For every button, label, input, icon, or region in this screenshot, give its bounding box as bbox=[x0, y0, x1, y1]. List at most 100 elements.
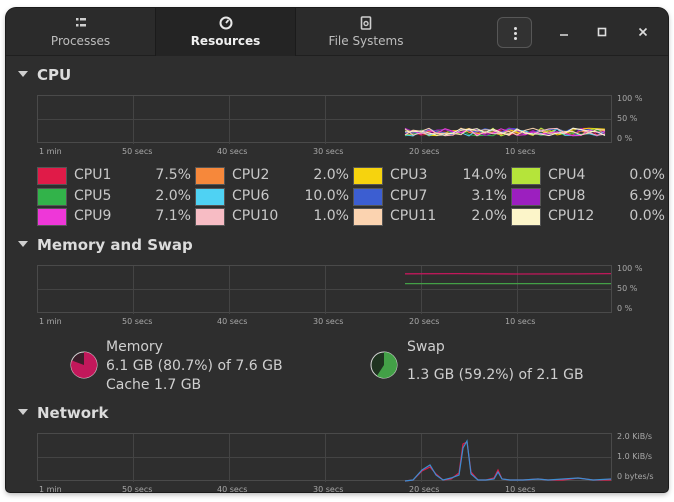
network-history-graph: 2.0 KiB/s 1.0 KiB/s 0 bytes/s 1 min 50 s… bbox=[37, 432, 654, 492]
tab-resources[interactable]: Resources bbox=[155, 8, 296, 56]
cpu-name: CPU7 bbox=[390, 188, 428, 204]
menu-icon bbox=[514, 27, 517, 30]
x-tick-label: 50 secs bbox=[122, 485, 153, 492]
x-tick-label: 10 secs bbox=[505, 147, 536, 156]
cpu-section-header[interactable]: CPU bbox=[18, 66, 71, 84]
cpu-legend-item-cpu9[interactable]: CPU9 7.1% bbox=[37, 208, 191, 226]
y-tick-label: 50 % bbox=[617, 114, 638, 123]
network-sending-line bbox=[404, 439, 612, 482]
cpu-legend-item-cpu6[interactable]: CPU6 10.0% bbox=[195, 188, 349, 206]
x-tick-label: 50 secs bbox=[122, 317, 153, 326]
swap-info: Swap 1.3 GB (59.2%) of 2.1 GB bbox=[407, 338, 584, 385]
cpu-usage-lines bbox=[404, 127, 606, 137]
processes-list-icon bbox=[75, 18, 86, 27]
minimize-icon[interactable] bbox=[553, 21, 575, 43]
cpu-line-cpu9 bbox=[404, 128, 606, 137]
cpu-color-swatch[interactable] bbox=[195, 188, 225, 206]
cpu-usage-value: 1.0% bbox=[313, 208, 349, 224]
tab-file-systems-label: File Systems bbox=[328, 34, 404, 48]
x-tick-label: 30 secs bbox=[313, 317, 344, 326]
x-tick-label: 40 secs bbox=[217, 485, 248, 492]
network-traffic-lines bbox=[404, 439, 612, 482]
expander-triangle-icon bbox=[18, 241, 28, 247]
swap-usage: 1.3 GB (59.2%) of 2.1 GB bbox=[407, 367, 584, 383]
cpu-color-swatch[interactable] bbox=[353, 167, 383, 185]
cpu-legend-item-cpu2[interactable]: CPU2 2.0% bbox=[195, 167, 349, 185]
cpu-color-swatch[interactable] bbox=[511, 208, 541, 226]
memory-label: Memory bbox=[106, 339, 163, 355]
cpu-name: CPU12 bbox=[548, 208, 595, 224]
resources-gauge-icon bbox=[219, 16, 232, 30]
x-tick-label: 1 min bbox=[39, 485, 62, 492]
cpu-legend-item-cpu8[interactable]: CPU8 6.9% bbox=[511, 188, 665, 206]
cpu-color-swatch[interactable] bbox=[37, 188, 67, 206]
file-systems-disk-icon bbox=[360, 16, 372, 30]
y-tick-label: 100 % bbox=[617, 264, 643, 273]
cpu-history-graph: 100 % 50 % 0 % 1 min 50 secs 40 secs 30 … bbox=[37, 94, 642, 156]
memory-pie-icon bbox=[70, 351, 98, 379]
cpu-line-cpu12 bbox=[405, 127, 606, 137]
network-section-title: Network bbox=[37, 404, 109, 422]
swap-label: Swap bbox=[407, 339, 445, 355]
cpu-color-swatch[interactable] bbox=[511, 188, 541, 206]
cpu-usage-value: 7.5% bbox=[155, 167, 191, 183]
x-tick-label: 20 secs bbox=[409, 147, 440, 156]
tab-resources-label: Resources bbox=[190, 34, 261, 48]
expander-triangle-icon bbox=[18, 71, 28, 77]
cpu-legend-item-cpu3[interactable]: CPU3 14.0% bbox=[353, 167, 507, 185]
cpu-color-swatch[interactable] bbox=[37, 167, 67, 185]
cpu-name: CPU6 bbox=[232, 188, 270, 204]
swap-pie-icon bbox=[370, 351, 398, 379]
cpu-legend-item-cpu10[interactable]: CPU10 1.0% bbox=[195, 208, 349, 226]
cpu-legend-item-cpu12[interactable]: CPU12 0.0% bbox=[511, 208, 665, 226]
cpu-name: CPU2 bbox=[232, 167, 270, 183]
cpu-color-swatch[interactable] bbox=[511, 167, 541, 185]
y-tick-label: 0 bytes/s bbox=[617, 472, 654, 481]
memory-usage-lines bbox=[404, 272, 612, 285]
cpu-color-swatch[interactable] bbox=[353, 208, 383, 226]
x-tick-label: 40 secs bbox=[217, 317, 248, 326]
tab-processes[interactable]: Processes bbox=[6, 8, 155, 56]
memory-history-graph: 100 % 50 % 0 % 1 min 50 secs 40 secs 30 … bbox=[37, 264, 642, 326]
cpu-usage-value: 6.9% bbox=[629, 188, 665, 204]
main-menu-button[interactable] bbox=[497, 17, 532, 48]
cpu-color-swatch[interactable] bbox=[195, 208, 225, 226]
x-tick-label: 20 secs bbox=[409, 485, 440, 492]
tab-file-systems[interactable]: File Systems bbox=[296, 8, 436, 56]
cpu-color-swatch[interactable] bbox=[353, 188, 383, 206]
cpu-name: CPU3 bbox=[390, 167, 428, 183]
cpu-legend-item-cpu11[interactable]: CPU11 2.0% bbox=[353, 208, 507, 226]
cpu-usage-value: 2.0% bbox=[313, 167, 349, 183]
cpu-legend-item-cpu7[interactable]: CPU7 3.1% bbox=[353, 188, 507, 206]
cpu-name: CPU9 bbox=[74, 208, 112, 224]
cpu-usage-value: 0.0% bbox=[629, 208, 665, 224]
memory-section-title: Memory and Swap bbox=[37, 236, 193, 254]
cpu-color-swatch[interactable] bbox=[195, 167, 225, 185]
x-tick-label: 20 secs bbox=[409, 317, 440, 326]
cpu-color-swatch[interactable] bbox=[37, 208, 67, 226]
maximize-icon[interactable] bbox=[591, 21, 613, 43]
memory-cache: Cache 1.7 GB bbox=[106, 377, 202, 393]
cpu-name: CPU10 bbox=[232, 208, 279, 224]
x-tick-label: 10 secs bbox=[505, 485, 536, 492]
x-tick-label: 10 secs bbox=[505, 317, 536, 326]
cpu-legend-item-cpu5[interactable]: CPU5 2.0% bbox=[37, 188, 191, 206]
cpu-usage-value: 2.0% bbox=[155, 188, 191, 204]
x-tick-label: 30 secs bbox=[313, 485, 344, 492]
x-tick-label: 30 secs bbox=[313, 147, 344, 156]
cpu-name: CPU1 bbox=[74, 167, 112, 183]
x-tick-label: 1 min bbox=[39, 317, 62, 326]
cpu-name: CPU8 bbox=[548, 188, 586, 204]
memory-section-header[interactable]: Memory and Swap bbox=[18, 236, 193, 254]
cpu-line-cpu11 bbox=[404, 127, 606, 136]
y-tick-label: 2.0 KiB/s bbox=[617, 432, 653, 441]
cpu-legend-item-cpu4[interactable]: CPU4 0.0% bbox=[511, 167, 665, 185]
header-bar: Processes Resources File Systems bbox=[6, 8, 668, 56]
cpu-section-title: CPU bbox=[37, 66, 72, 84]
network-section-header[interactable]: Network bbox=[18, 404, 108, 422]
cpu-legend-item-cpu1[interactable]: CPU1 7.5% bbox=[37, 167, 191, 185]
close-icon[interactable] bbox=[632, 21, 654, 43]
cpu-usage-value: 7.1% bbox=[155, 208, 191, 224]
y-tick-label: 0 % bbox=[617, 134, 633, 143]
y-tick-label: 50 % bbox=[617, 284, 638, 293]
